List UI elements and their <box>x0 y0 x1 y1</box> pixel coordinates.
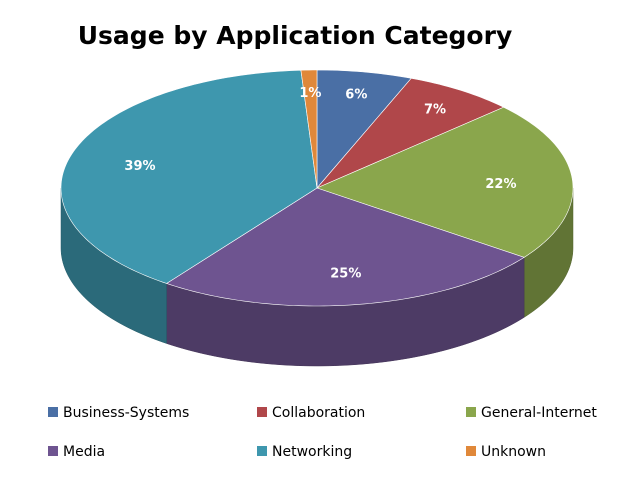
legend-label: Business-Systems <box>63 405 189 421</box>
value-label: 7% <box>424 102 446 117</box>
legend-label: General-Internet <box>481 405 597 421</box>
slice <box>316 69 412 189</box>
legend-label: Networking <box>272 444 352 460</box>
chart-title: Usage by Application Category <box>78 21 513 50</box>
legend: Business-Systems Collaboration General-Int… <box>48 405 597 460</box>
legend-swatch <box>466 407 476 417</box>
legend-swatch <box>466 446 476 456</box>
slice <box>316 77 505 189</box>
value-label: 1% <box>299 86 321 101</box>
legend-label: Media <box>63 444 105 460</box>
slice <box>300 69 318 189</box>
legend-swatch <box>48 407 58 417</box>
legend-swatch <box>48 446 58 456</box>
slice <box>165 187 525 307</box>
value-label: 39% <box>124 159 155 174</box>
value-label: 6% <box>345 87 367 102</box>
pie-tops <box>60 69 574 307</box>
slice <box>316 106 574 258</box>
legend-swatch <box>257 446 267 456</box>
legend-label: Collaboration <box>272 405 365 421</box>
value-label: 25% <box>330 266 361 281</box>
slice <box>60 69 318 284</box>
value-labels: 6% 7% 22% 25% 39% 1% <box>124 86 516 282</box>
legend-swatch <box>257 407 267 417</box>
value-label: 22% <box>485 177 516 192</box>
legend-label: Unknown <box>481 444 546 460</box>
